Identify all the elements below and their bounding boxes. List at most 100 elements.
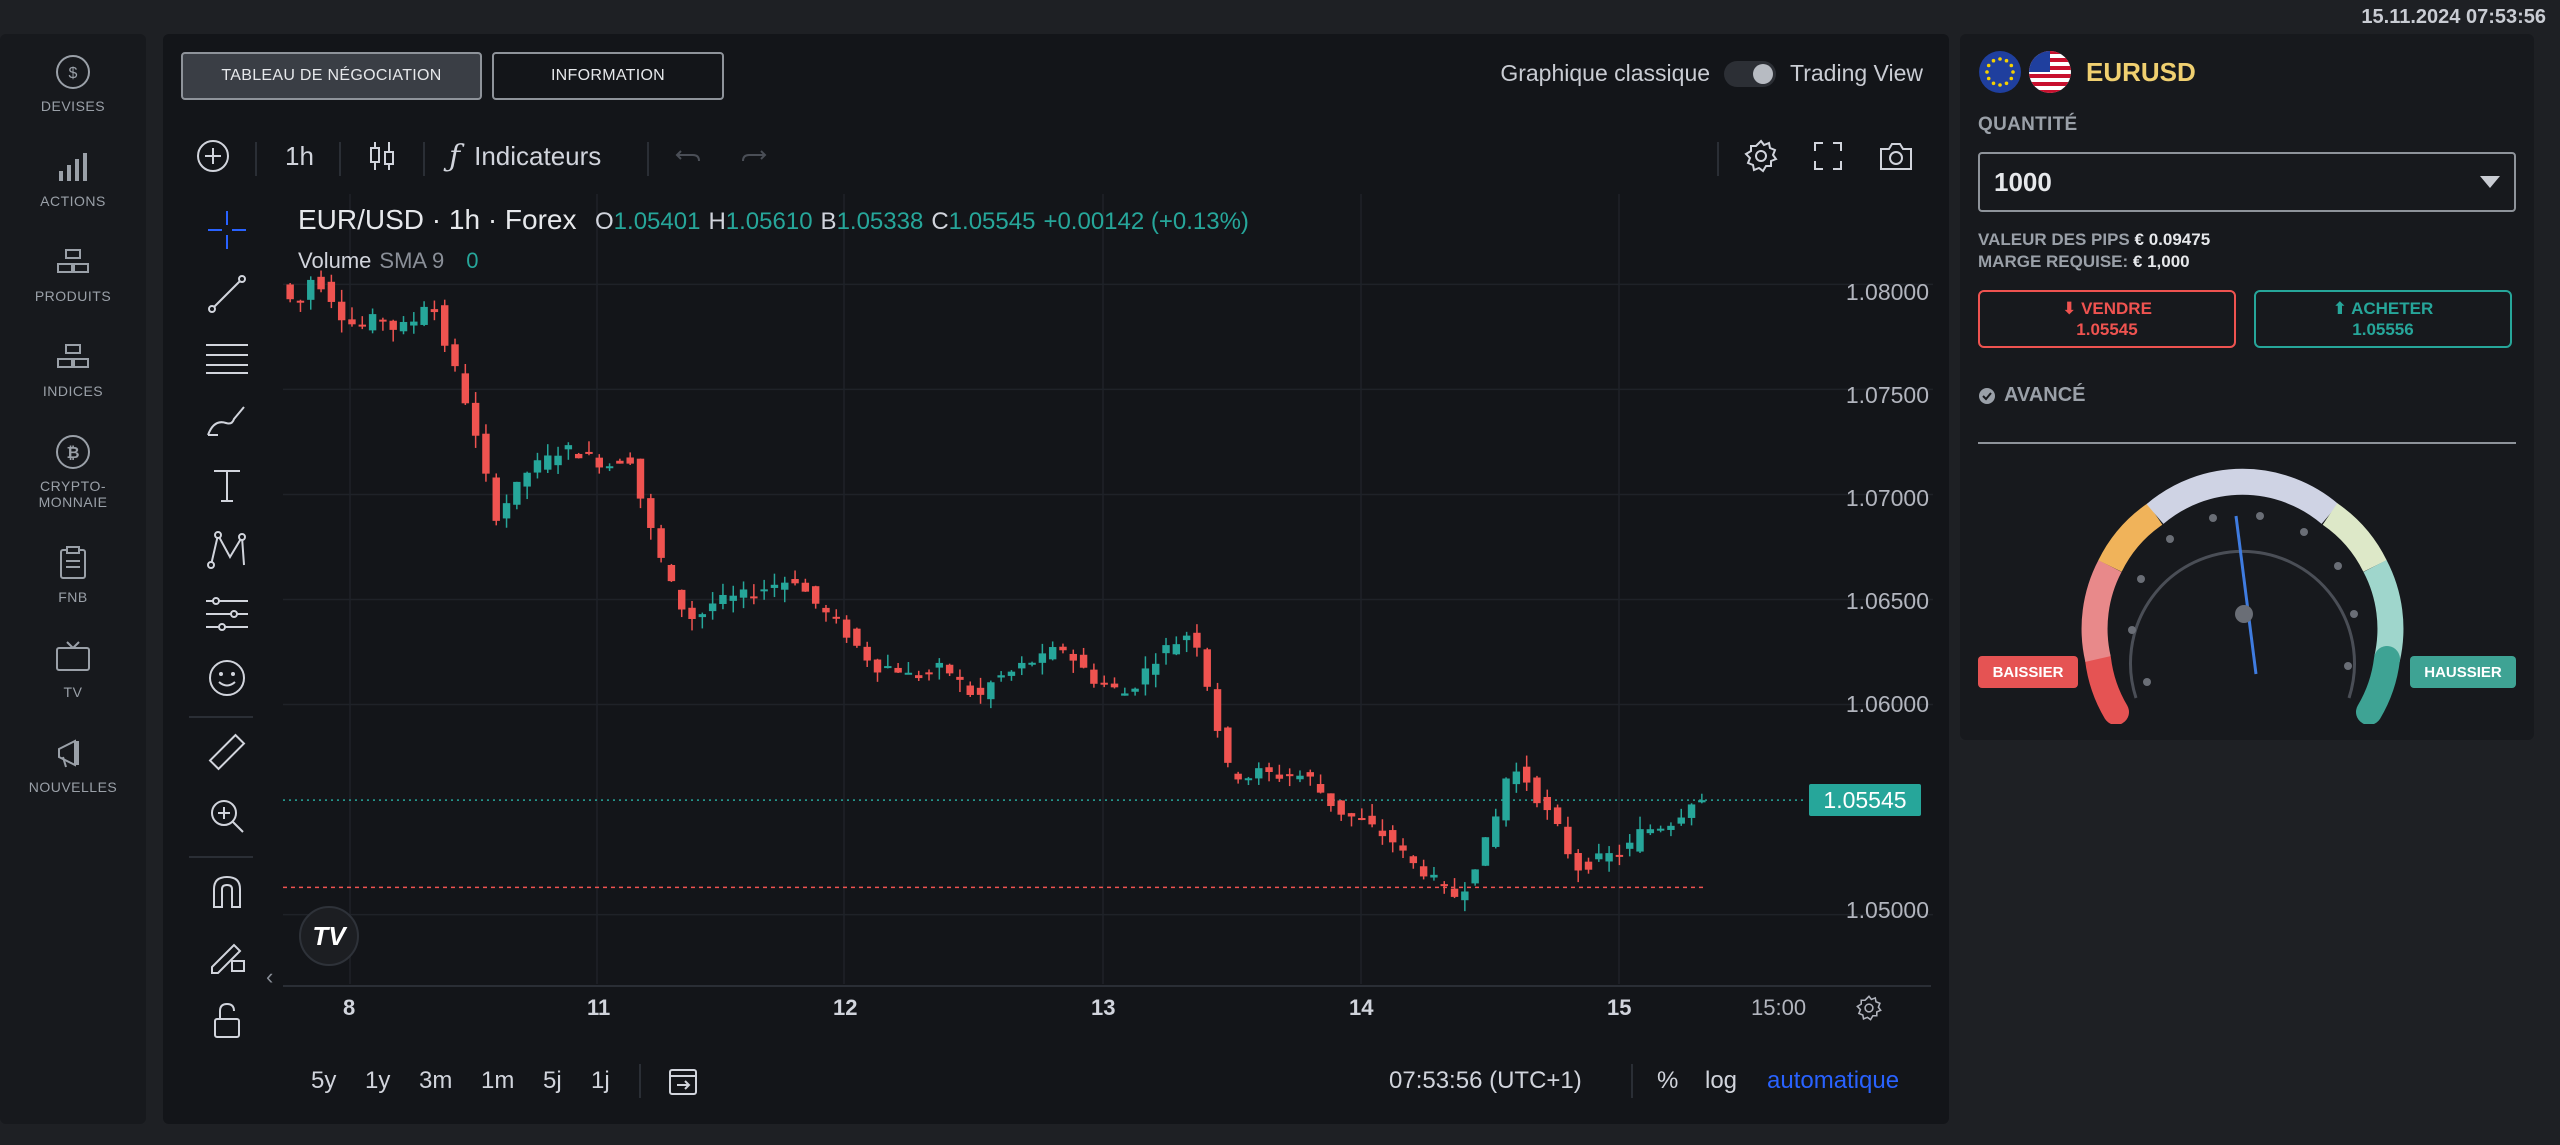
range-5y[interactable]: 5y bbox=[311, 1067, 337, 1094]
svg-text:$: $ bbox=[69, 65, 78, 82]
candle-body bbox=[585, 451, 593, 454]
interval-button[interactable]: 1h bbox=[285, 140, 314, 171]
lock-tool[interactable] bbox=[189, 994, 265, 1046]
pair-name: EURUSD bbox=[2086, 56, 2196, 87]
fib-tool[interactable] bbox=[189, 332, 265, 384]
buy-button[interactable]: ⬆ ACHETER 1.05556 bbox=[2254, 290, 2512, 348]
text-tool[interactable] bbox=[189, 460, 265, 512]
zoom-tool[interactable] bbox=[189, 790, 265, 842]
candle-body bbox=[698, 614, 707, 618]
tradingview-label[interactable]: Trading View bbox=[1790, 60, 1923, 86]
candle-body bbox=[884, 666, 892, 669]
chart-type-button[interactable] bbox=[367, 124, 397, 188]
candle-body bbox=[987, 682, 995, 700]
candle-body bbox=[605, 466, 614, 469]
candle-body bbox=[1121, 693, 1129, 696]
emoji-tool[interactable] bbox=[189, 652, 265, 704]
sliders-icon bbox=[206, 597, 248, 631]
forecast-tool[interactable] bbox=[189, 588, 265, 640]
screenshot-button[interactable] bbox=[1877, 124, 1915, 188]
candle-body bbox=[348, 319, 356, 325]
candle-body bbox=[1079, 654, 1088, 668]
redo-button[interactable] bbox=[739, 124, 769, 188]
view-switch[interactable] bbox=[1724, 60, 1777, 87]
range-1m[interactable]: 1m bbox=[481, 1067, 515, 1094]
crosshair-tool[interactable] bbox=[189, 204, 265, 256]
indicators-button[interactable]: ƒ Indicateurs bbox=[449, 124, 601, 188]
megaphone-icon bbox=[51, 731, 95, 775]
camera-icon bbox=[1880, 143, 1912, 170]
percent-toggle[interactable]: % bbox=[1657, 1067, 1679, 1094]
candle-body bbox=[1244, 778, 1253, 781]
candle-body bbox=[368, 314, 377, 331]
undo-button[interactable] bbox=[673, 124, 703, 188]
date-range-button[interactable] bbox=[667, 1054, 699, 1108]
quantity-select[interactable]: 1000 bbox=[1978, 152, 2516, 212]
settings-button[interactable] bbox=[1743, 124, 1779, 188]
y-tick-label: 1.08000 bbox=[1845, 279, 1929, 305]
fullscreen-button[interactable] bbox=[1811, 124, 1845, 188]
dollar-coin-icon: $ bbox=[51, 50, 95, 94]
range-5j[interactable]: 5j bbox=[543, 1067, 562, 1094]
candle-body bbox=[832, 616, 840, 619]
candle-body bbox=[1378, 830, 1387, 837]
tradingview-logo[interactable]: TV bbox=[299, 906, 359, 966]
pencil-lock-icon bbox=[211, 943, 245, 974]
candle-body bbox=[513, 481, 521, 505]
y-tick-label: 1.06000 bbox=[1845, 691, 1929, 717]
sell-button[interactable]: ⬇ VENDRE 1.05545 bbox=[1978, 290, 2236, 348]
candle-body bbox=[616, 460, 624, 464]
magnet-tool[interactable] bbox=[189, 866, 265, 918]
candle-body bbox=[327, 281, 336, 302]
lock-drawings-tool[interactable] bbox=[189, 930, 265, 982]
classic-chart-label[interactable]: Graphique classique bbox=[1500, 60, 1711, 86]
pattern-tool[interactable] bbox=[189, 524, 265, 576]
candle-body bbox=[1481, 837, 1490, 866]
bullish-badge: HAUSSIER bbox=[2410, 656, 2516, 688]
candle-body bbox=[1038, 653, 1047, 663]
auto-scale-toggle[interactable]: automatique bbox=[1767, 1067, 1900, 1094]
nav-item-nouvelles[interactable]: NOUVELLES bbox=[0, 731, 146, 795]
bottom-toolbar: 5y 1y 3m 1m 5j 1j 07:53:56 (UTC+1) % log… bbox=[163, 1054, 1949, 1108]
candle-body bbox=[1698, 800, 1706, 803]
candle-body bbox=[1316, 784, 1325, 793]
tab-information[interactable]: INFORMATION bbox=[492, 52, 724, 100]
add-symbol-button[interactable] bbox=[195, 124, 231, 188]
nav-item-actions[interactable]: ACTIONS bbox=[0, 145, 146, 209]
nav-item-devises[interactable]: $ DEVISES bbox=[0, 50, 146, 114]
trading-panel: EURUSD QUANTITÉ 1000 VALEUR DES PIPS € 0… bbox=[1960, 34, 2534, 740]
nav-item-crypto[interactable]: ₿ CRYPTO- MONNAIE bbox=[0, 430, 146, 510]
range-1j[interactable]: 1j bbox=[591, 1067, 610, 1094]
y-tick-label: 1.07500 bbox=[1845, 382, 1929, 408]
candle-body bbox=[441, 305, 449, 346]
nav-item-indices[interactable]: INDICES bbox=[0, 335, 146, 399]
ruler-tool[interactable] bbox=[189, 726, 265, 778]
trendline-tool[interactable] bbox=[189, 268, 265, 320]
tab-trading[interactable]: TABLEAU DE NÉGOCIATION bbox=[181, 52, 482, 100]
price-chart[interactable] bbox=[163, 34, 1949, 1054]
time-display[interactable]: 07:53:56 (UTC+1) bbox=[1389, 1067, 1582, 1094]
ruler-icon bbox=[208, 733, 246, 771]
candle-body bbox=[307, 279, 315, 300]
advanced-toggle[interactable]: AVANCÉ bbox=[1978, 384, 2085, 407]
range-3m[interactable]: 3m bbox=[419, 1067, 453, 1094]
nav-item-fnb[interactable]: FNB bbox=[0, 541, 146, 605]
nav-item-tv[interactable]: TV bbox=[0, 636, 146, 700]
nav-item-produits[interactable]: PRODUITS bbox=[0, 240, 146, 304]
candle-body bbox=[729, 595, 737, 601]
magnet-icon bbox=[213, 875, 241, 908]
candle-body bbox=[894, 667, 902, 673]
bar-chart-icon bbox=[51, 145, 95, 189]
chart-toolbar: 1h ƒ Indicateurs bbox=[163, 124, 1949, 188]
x-tick-label: 13 bbox=[1091, 995, 1116, 1020]
time-axis-settings-button[interactable] bbox=[1855, 994, 1883, 1027]
candle-body bbox=[1337, 800, 1345, 815]
log-toggle[interactable]: log bbox=[1705, 1067, 1738, 1094]
candle-body bbox=[791, 579, 799, 584]
range-1y[interactable]: 1y bbox=[365, 1067, 391, 1094]
collapse-toolbar-icon[interactable]: ‹ bbox=[266, 964, 274, 989]
candle-body bbox=[873, 659, 882, 673]
candle-body bbox=[801, 582, 810, 592]
plus-circle-icon bbox=[197, 140, 229, 172]
brush-tool[interactable] bbox=[189, 396, 265, 448]
